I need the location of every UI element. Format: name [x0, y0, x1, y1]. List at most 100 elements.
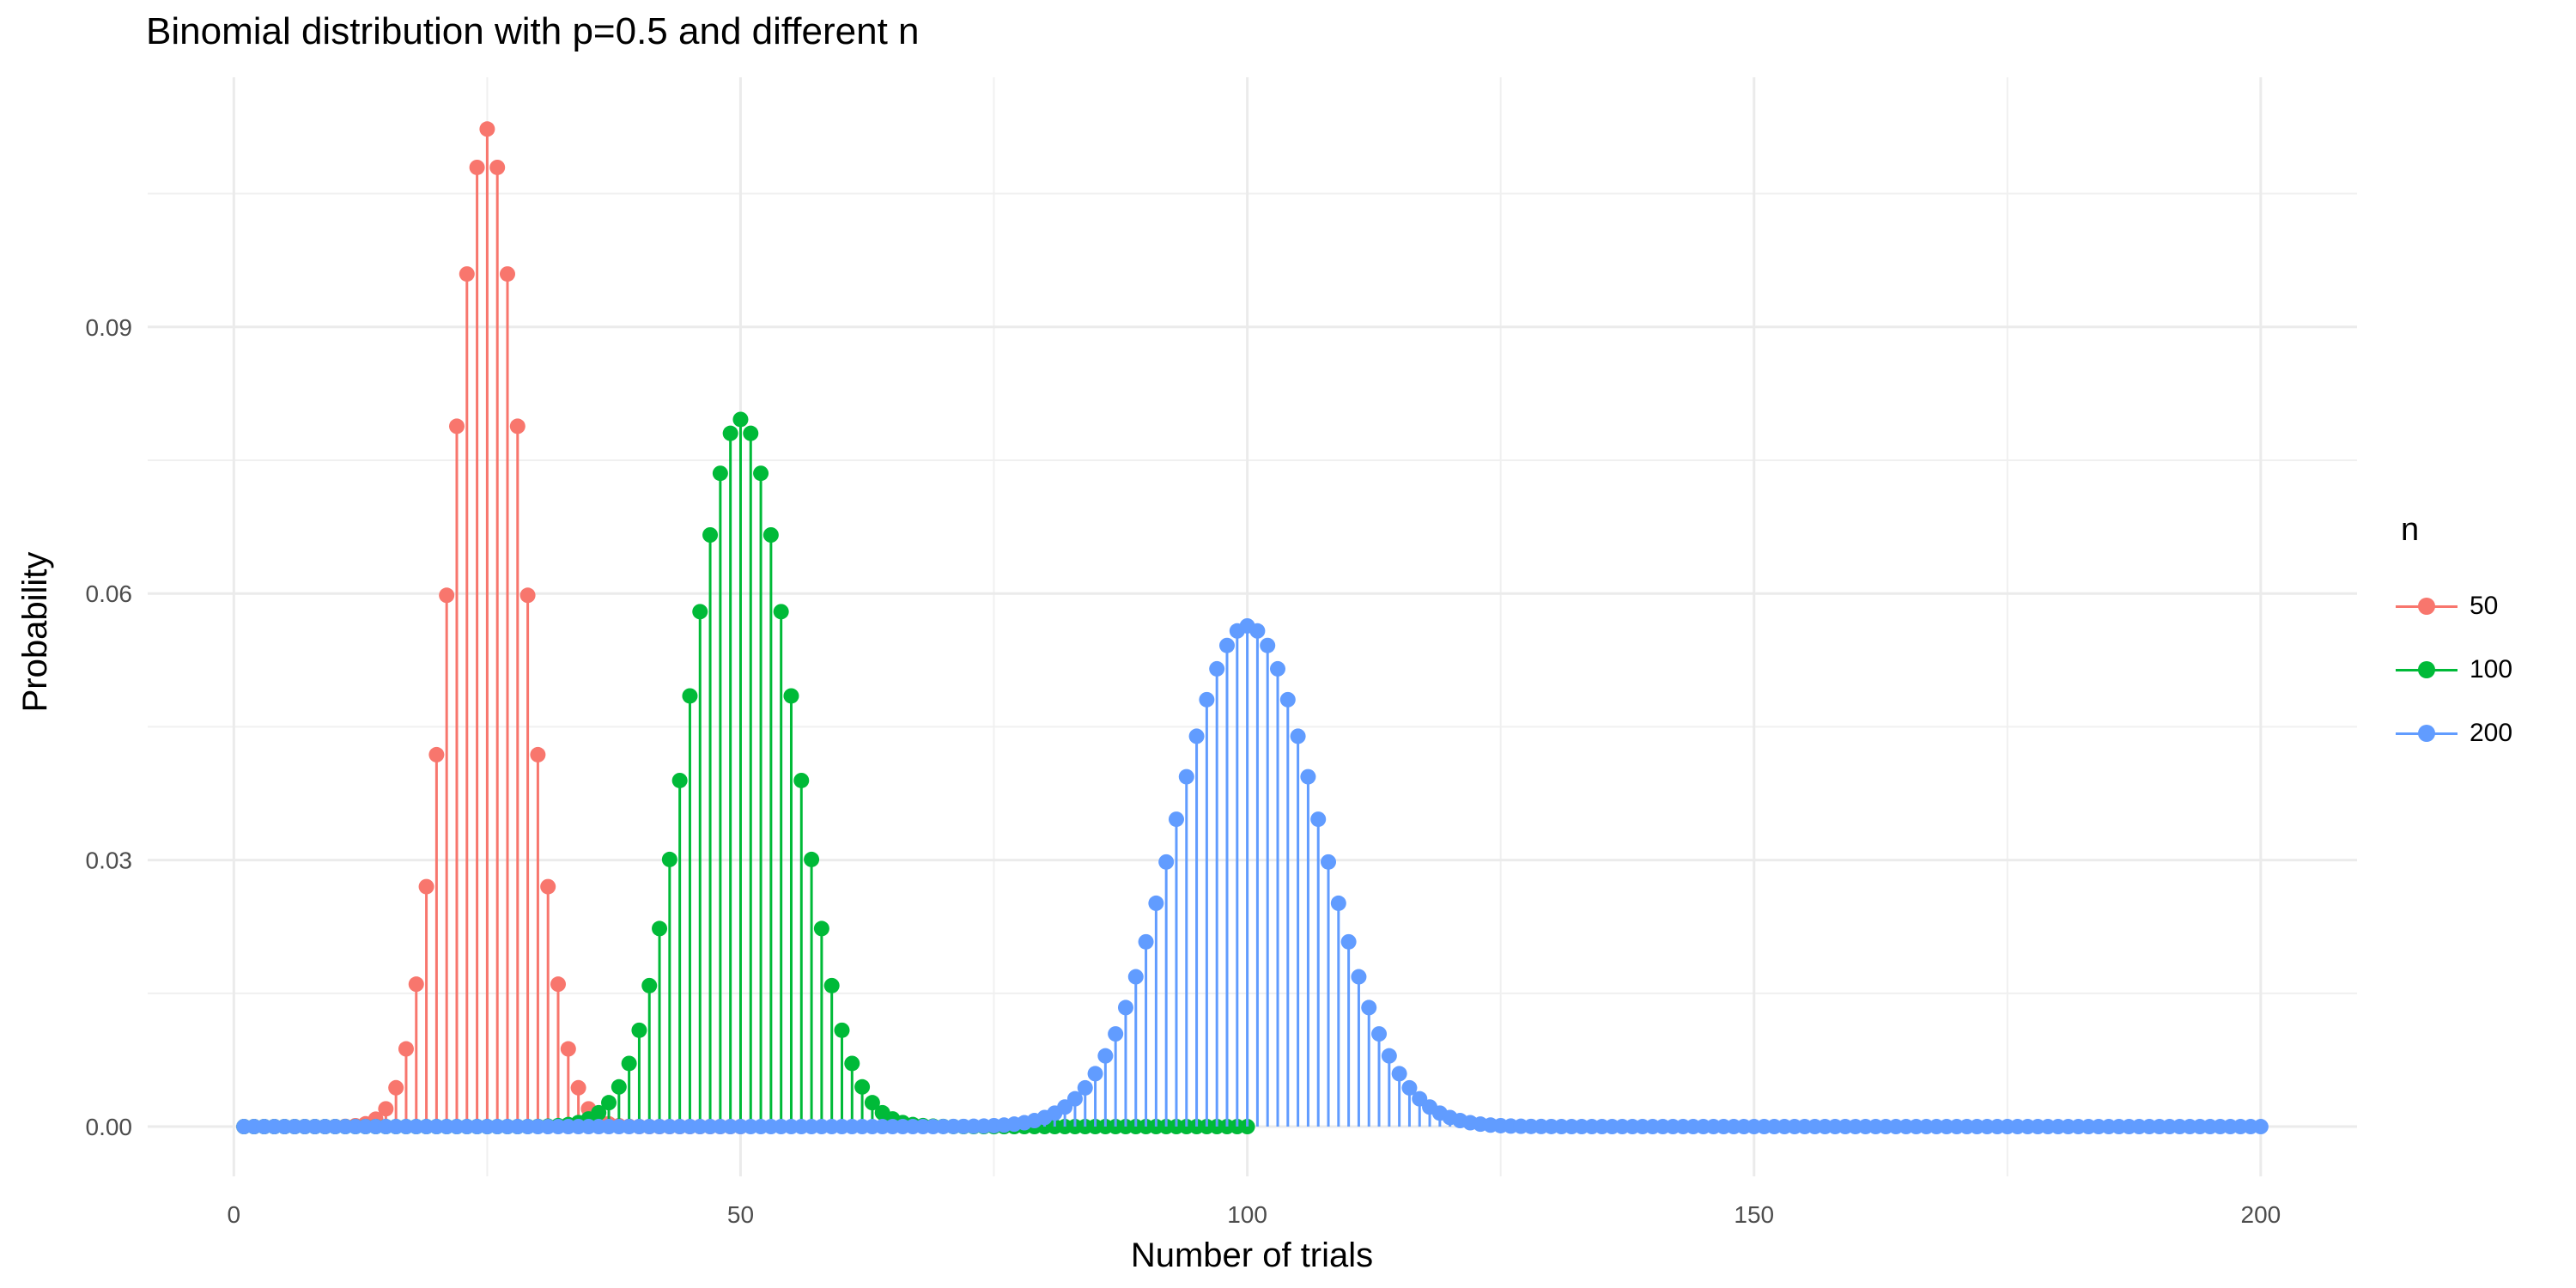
point-n200-k111 — [1351, 969, 1367, 985]
point-n100-k38 — [611, 1078, 627, 1095]
point-n50-k31 — [540, 878, 556, 895]
point-n100-k60 — [834, 1022, 850, 1038]
point-n100-k58 — [813, 920, 829, 937]
point-n100-k61 — [844, 1055, 860, 1072]
point-n200-k104 — [1279, 691, 1296, 708]
point-n50-k33 — [560, 1041, 576, 1057]
legend-item-100: 100 — [2396, 638, 2512, 702]
point-n50-k17 — [398, 1041, 414, 1057]
series-100 — [236, 411, 1255, 1135]
point-n50-k18 — [408, 976, 424, 993]
point-n200-k106 — [1300, 769, 1316, 785]
point-n200-k95 — [1188, 728, 1205, 744]
point-n50-k15 — [378, 1101, 394, 1117]
point-n100-k51 — [743, 425, 759, 441]
point-n100-k57 — [804, 851, 820, 867]
x-axis-title: Number of trials — [1131, 1236, 1373, 1274]
point-n200-k85 — [1087, 1066, 1103, 1082]
point-n200-k109 — [1330, 895, 1346, 911]
point-n200-k92 — [1158, 854, 1175, 870]
point-n50-k26 — [489, 159, 506, 175]
y-tick-label: 0.06 — [86, 580, 133, 607]
point-n50-k20 — [428, 746, 445, 762]
point-n100-k45 — [682, 688, 698, 704]
point-n50-k16 — [388, 1079, 404, 1096]
point-n100-k36 — [591, 1104, 607, 1121]
chart-title: Binomial distribution with p=0.5 and dif… — [146, 10, 920, 52]
legend-key-100 — [2396, 653, 2458, 687]
point-n50-k19 — [418, 878, 434, 895]
point-n100-k44 — [671, 772, 688, 788]
point-n50-k28 — [509, 418, 526, 434]
legend-key-50 — [2396, 589, 2458, 623]
point-n200-k91 — [1148, 895, 1164, 911]
point-n50-k32 — [550, 976, 567, 993]
point-n50-k27 — [499, 266, 515, 283]
y-tick-label: 0.00 — [86, 1114, 133, 1140]
point-n200-k86 — [1097, 1048, 1114, 1064]
point-n200-k107 — [1310, 811, 1327, 828]
point-n200-k102 — [1260, 637, 1276, 653]
point-n200-k87 — [1108, 1026, 1124, 1042]
point-n200-k90 — [1138, 933, 1154, 950]
legend: n 50 100 200 — [2396, 512, 2512, 765]
point-n100-k59 — [823, 977, 840, 993]
point-n200-k103 — [1270, 660, 1286, 677]
legend-title: n — [2401, 512, 2420, 548]
point-n200-k110 — [1340, 933, 1357, 950]
x-tick-label: 150 — [1734, 1201, 1774, 1228]
point-n50-k34 — [570, 1079, 586, 1096]
series-50 — [236, 121, 749, 1135]
point-n200-k97 — [1209, 660, 1225, 677]
point-n100-k40 — [631, 1022, 647, 1038]
point-n100-k41 — [641, 977, 658, 993]
point-n200-k112 — [1361, 999, 1377, 1016]
legend-key-200 — [2396, 716, 2458, 750]
x-tick-label: 0 — [228, 1201, 241, 1228]
point-n100-k56 — [793, 772, 810, 788]
point-n200-k96 — [1199, 691, 1215, 708]
legend-label-100: 100 — [2470, 655, 2513, 683]
point-n50-k29 — [519, 587, 536, 604]
point-n200-k113 — [1371, 1026, 1388, 1042]
point-n50-k21 — [439, 587, 455, 604]
series-200 — [236, 617, 2269, 1135]
point-n200-k108 — [1321, 854, 1337, 870]
point-n50-k30 — [530, 746, 546, 762]
point-n100-k55 — [783, 688, 799, 704]
point-n100-k52 — [753, 465, 769, 482]
point-n100-k37 — [601, 1095, 617, 1111]
point-n200-k114 — [1381, 1048, 1397, 1064]
point-n50-k25 — [479, 121, 495, 137]
point-n100-k48 — [712, 465, 728, 482]
legend-label-200: 200 — [2470, 719, 2513, 747]
point-n100-k49 — [722, 425, 738, 441]
point-n100-k39 — [621, 1055, 637, 1072]
series-layer — [236, 121, 2269, 1135]
legend-item-200: 200 — [2396, 702, 2512, 765]
point-n200-k105 — [1290, 728, 1306, 744]
point-n100-k46 — [692, 604, 708, 620]
x-tick-label: 50 — [727, 1201, 754, 1228]
point-n50-k22 — [448, 418, 465, 434]
y-tick-label: 0.03 — [86, 848, 133, 874]
point-n200-k88 — [1117, 999, 1133, 1016]
point-n200-k98 — [1218, 637, 1235, 653]
point-n100-k62 — [854, 1078, 871, 1095]
y-tick-labels: 0.00 0.03 0.06 0.09 — [86, 314, 133, 1140]
x-tick-label: 100 — [1227, 1201, 1267, 1228]
point-n200-k116 — [1401, 1079, 1418, 1096]
x-tick-labels: 0 50 100 150 200 — [228, 1201, 2281, 1228]
point-n100-k53 — [762, 527, 779, 544]
point-n200-k101 — [1249, 623, 1266, 639]
point-n200-k83 — [1066, 1091, 1083, 1107]
point-n100-k43 — [661, 851, 677, 867]
legend-item-50: 50 — [2396, 574, 2512, 638]
point-n200-k94 — [1178, 769, 1194, 785]
point-n50-k24 — [469, 159, 485, 175]
point-n100-k47 — [702, 527, 719, 544]
point-n50-k23 — [459, 266, 475, 283]
point-n200-k200 — [2252, 1119, 2269, 1135]
legend-label-50: 50 — [2470, 592, 2499, 620]
